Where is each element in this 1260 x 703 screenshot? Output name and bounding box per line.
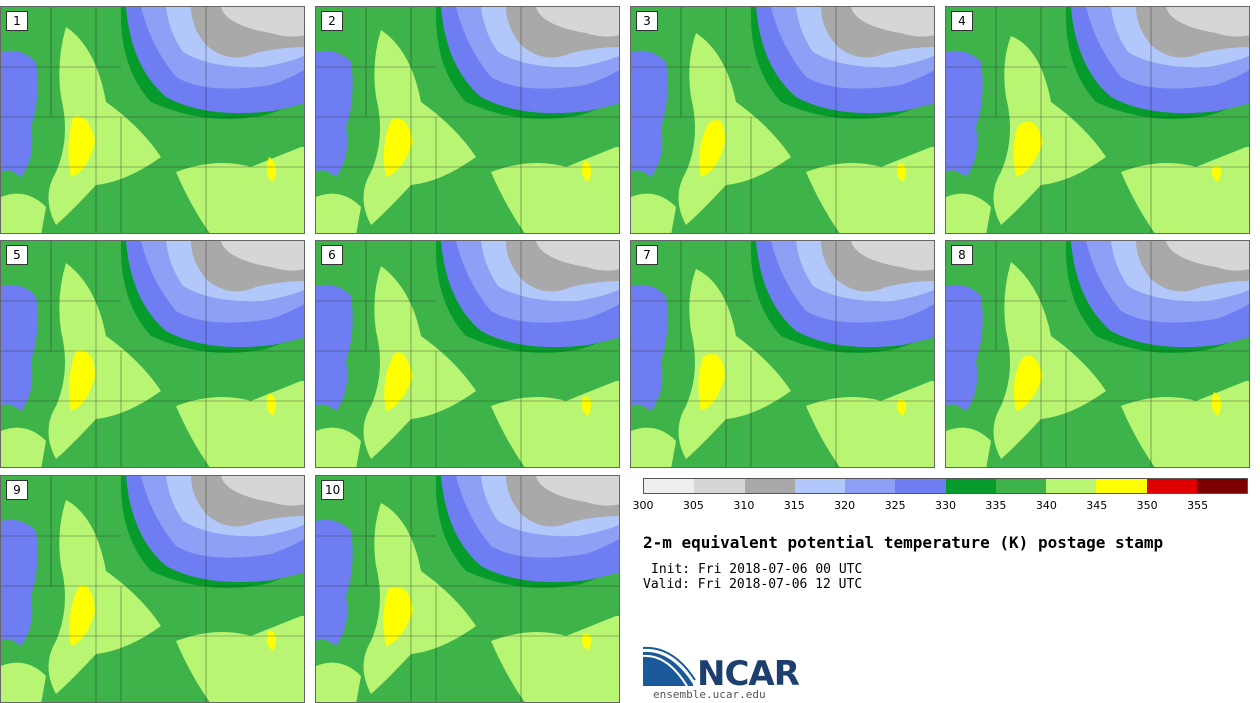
colorbar-swatch xyxy=(1046,479,1097,493)
member-number-label: 7 xyxy=(636,245,658,265)
theta-e-map xyxy=(946,7,1249,233)
member-number-label: 4 xyxy=(951,11,973,31)
colorbar-swatch xyxy=(644,479,695,493)
theta-e-map xyxy=(946,241,1249,467)
logo-url: ensemble.ucar.edu xyxy=(653,688,766,701)
theta-e-map xyxy=(316,241,619,467)
colorbar-tick-label: 340 xyxy=(1035,499,1057,512)
member-number-label: 6 xyxy=(321,245,343,265)
colorbar-swatch xyxy=(995,479,1046,493)
colorbar-tick-label: 350 xyxy=(1136,499,1158,512)
figure-title: 2-m equivalent potential temperature (K)… xyxy=(643,533,1164,552)
ensemble-member-panel: 9 xyxy=(0,475,305,703)
colorbar-tick-label: 305 xyxy=(682,499,704,512)
colorbar-tick-label: 300 xyxy=(632,499,654,512)
colorbar xyxy=(643,478,1248,494)
ensemble-member-panel: 1 xyxy=(0,6,305,234)
member-number-label: 8 xyxy=(951,245,973,265)
colorbar-tick-label: 315 xyxy=(783,499,805,512)
colorbar-swatch xyxy=(744,479,795,493)
member-number-label: 9 xyxy=(6,480,28,500)
member-number-label: 1 xyxy=(6,11,28,31)
ncar-logo-icon xyxy=(643,646,696,687)
colorbar-swatch xyxy=(895,479,946,493)
ensemble-member-panel: 3 xyxy=(630,6,935,234)
colorbar-tick-label: 320 xyxy=(834,499,856,512)
ensemble-member-panel: 8 xyxy=(945,240,1250,468)
member-number-label: 3 xyxy=(636,11,658,31)
init-time: Init: Fri 2018-07-06 00 UTC xyxy=(651,562,863,577)
theta-e-map xyxy=(1,476,304,702)
colorbar-swatch xyxy=(1146,479,1197,493)
colorbar-swatch xyxy=(1196,479,1247,493)
ensemble-member-panel: 10 xyxy=(315,475,620,703)
colorbar-tick-label: 335 xyxy=(985,499,1007,512)
colorbar-swatch xyxy=(1096,479,1147,493)
theta-e-map xyxy=(316,476,619,702)
ensemble-member-panel: 5 xyxy=(0,240,305,468)
member-number-label: 5 xyxy=(6,245,28,265)
ensemble-member-panel: 7 xyxy=(630,240,935,468)
member-number-label: 10 xyxy=(321,480,345,500)
colorbar-swatch xyxy=(945,479,996,493)
ensemble-member-panel: 6 xyxy=(315,240,620,468)
member-number-label: 2 xyxy=(321,11,343,31)
colorbar-tick-label: 310 xyxy=(733,499,755,512)
ensemble-member-panel: 2 xyxy=(315,6,620,234)
theta-e-map xyxy=(316,7,619,233)
colorbar-swatch xyxy=(694,479,745,493)
theta-e-map xyxy=(1,7,304,233)
colorbar-tick-label: 330 xyxy=(935,499,956,512)
colorbar-swatch xyxy=(794,479,845,493)
colorbar-tick-label: 345 xyxy=(1086,499,1108,512)
colorbar-tick-label: 325 xyxy=(884,499,906,512)
ncar-logo-text: NCAR xyxy=(697,654,800,694)
ensemble-member-panel: 4 xyxy=(945,6,1250,234)
colorbar-swatch xyxy=(845,479,896,493)
valid-time: Valid: Fri 2018-07-06 12 UTC xyxy=(643,577,863,592)
theta-e-map xyxy=(631,7,934,233)
colorbar-tick-label: 355 xyxy=(1187,499,1209,512)
theta-e-map xyxy=(631,241,934,467)
theta-e-map xyxy=(1,241,304,467)
